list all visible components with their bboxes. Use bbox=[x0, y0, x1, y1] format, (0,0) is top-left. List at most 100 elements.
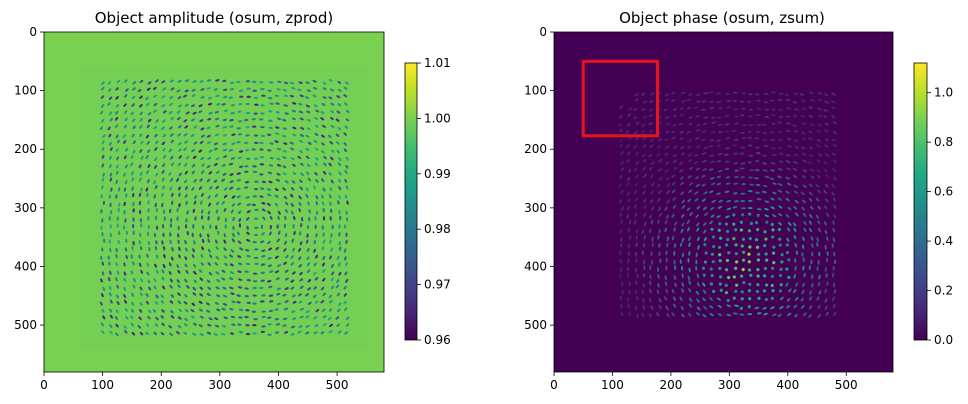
texture-dot bbox=[327, 316, 332, 321]
texture-dot bbox=[222, 286, 227, 290]
texture-dot bbox=[254, 226, 259, 229]
texture-dot bbox=[704, 251, 708, 255]
texture-dot bbox=[664, 93, 670, 97]
texture-dot bbox=[710, 131, 716, 134]
texture-dot bbox=[289, 94, 295, 98]
texture-dot bbox=[634, 98, 639, 102]
texture-dot bbox=[345, 109, 350, 114]
texture-dot bbox=[680, 146, 685, 149]
texture-dot bbox=[764, 108, 770, 111]
texture-dot bbox=[139, 302, 143, 306]
texture-dot bbox=[336, 255, 340, 260]
texture-dot bbox=[680, 228, 684, 234]
texture-dot bbox=[244, 270, 249, 273]
texture-dot bbox=[246, 157, 251, 160]
texture-dot bbox=[732, 296, 736, 300]
texture-dot bbox=[251, 148, 256, 151]
texture-dot bbox=[688, 93, 693, 96]
texture-dot bbox=[307, 201, 310, 206]
texture-dot bbox=[657, 206, 661, 212]
texture-dot bbox=[123, 124, 127, 129]
texture-dot bbox=[313, 139, 318, 144]
texture-dot bbox=[831, 106, 836, 110]
texture-dot bbox=[786, 297, 791, 302]
texture-dot bbox=[322, 292, 326, 297]
texture-dot bbox=[726, 238, 730, 242]
texture-dot bbox=[621, 289, 624, 295]
texture-dot bbox=[146, 262, 150, 267]
texture-dot bbox=[717, 206, 723, 209]
texture-dot bbox=[200, 88, 205, 91]
texture-dot bbox=[232, 225, 235, 231]
texture-dot bbox=[649, 288, 652, 294]
texture-dot bbox=[688, 159, 693, 163]
texture-dot bbox=[284, 287, 289, 290]
texture-dot bbox=[131, 133, 135, 138]
phase-x-axis: 0 100 200 300 400 500 bbox=[550, 372, 858, 392]
texture-dot bbox=[261, 202, 266, 205]
texture-dot bbox=[213, 333, 218, 336]
texture-dot bbox=[155, 269, 159, 274]
texture-dot bbox=[811, 274, 814, 280]
texture-dot bbox=[252, 241, 257, 244]
texture-dot bbox=[741, 124, 747, 127]
texture-dot bbox=[831, 138, 836, 142]
texture-dot bbox=[313, 104, 318, 108]
texture-dot bbox=[770, 139, 776, 142]
texture-dot bbox=[306, 247, 310, 253]
texture-dot bbox=[331, 285, 335, 290]
texture-dot bbox=[747, 161, 753, 164]
texture-dot bbox=[641, 250, 644, 256]
y-tick-label: 300 bbox=[524, 201, 547, 215]
texture-dot bbox=[101, 86, 105, 91]
texture-dot bbox=[221, 307, 226, 311]
texture-dot bbox=[115, 87, 119, 91]
texture-dot bbox=[306, 89, 312, 93]
texture-dot bbox=[238, 218, 242, 223]
texture-dot bbox=[824, 288, 827, 294]
texture-dot bbox=[162, 232, 165, 237]
texture-dot bbox=[115, 134, 119, 139]
texture-dot bbox=[755, 183, 761, 186]
texture-dot bbox=[764, 200, 770, 203]
texture-dot bbox=[176, 264, 180, 269]
texture-dot bbox=[716, 297, 721, 301]
texture-dot bbox=[155, 225, 159, 230]
texture-dot bbox=[261, 315, 266, 319]
texture-dot bbox=[823, 189, 827, 194]
texture-dot bbox=[674, 265, 677, 271]
texture-dot bbox=[621, 206, 624, 211]
texture-dot bbox=[123, 155, 127, 160]
texture-dot bbox=[320, 117, 325, 121]
texture-dot bbox=[237, 323, 242, 326]
texture-dot bbox=[245, 126, 250, 129]
texture-dot bbox=[161, 309, 165, 313]
texture-dot bbox=[701, 108, 706, 112]
texture-dot bbox=[748, 297, 752, 301]
texture-dot bbox=[262, 216, 266, 221]
texture-dot bbox=[687, 146, 692, 149]
texture-dot bbox=[138, 316, 142, 321]
texture-dot bbox=[808, 130, 813, 134]
texture-dot bbox=[305, 194, 309, 199]
texture-dot bbox=[747, 144, 753, 147]
texture-dot bbox=[192, 287, 197, 291]
texture-dot bbox=[130, 270, 134, 275]
texture-dot bbox=[793, 130, 799, 133]
texture-dot bbox=[695, 183, 700, 187]
texture-dot bbox=[658, 168, 662, 172]
texture-dot bbox=[236, 301, 241, 304]
texture-dot bbox=[716, 100, 722, 104]
texture-dot bbox=[732, 99, 738, 102]
texture-dot bbox=[291, 180, 296, 184]
texture-dot bbox=[140, 187, 143, 192]
texture-dot bbox=[734, 304, 739, 307]
texture-dot bbox=[192, 248, 195, 253]
texture-dot bbox=[200, 209, 204, 214]
texture-dot bbox=[620, 303, 623, 309]
texture-dot bbox=[267, 210, 271, 215]
texture-dot bbox=[755, 130, 761, 133]
texture-dot bbox=[153, 180, 156, 185]
texture-dot bbox=[770, 169, 775, 172]
texture-dot bbox=[344, 331, 348, 335]
